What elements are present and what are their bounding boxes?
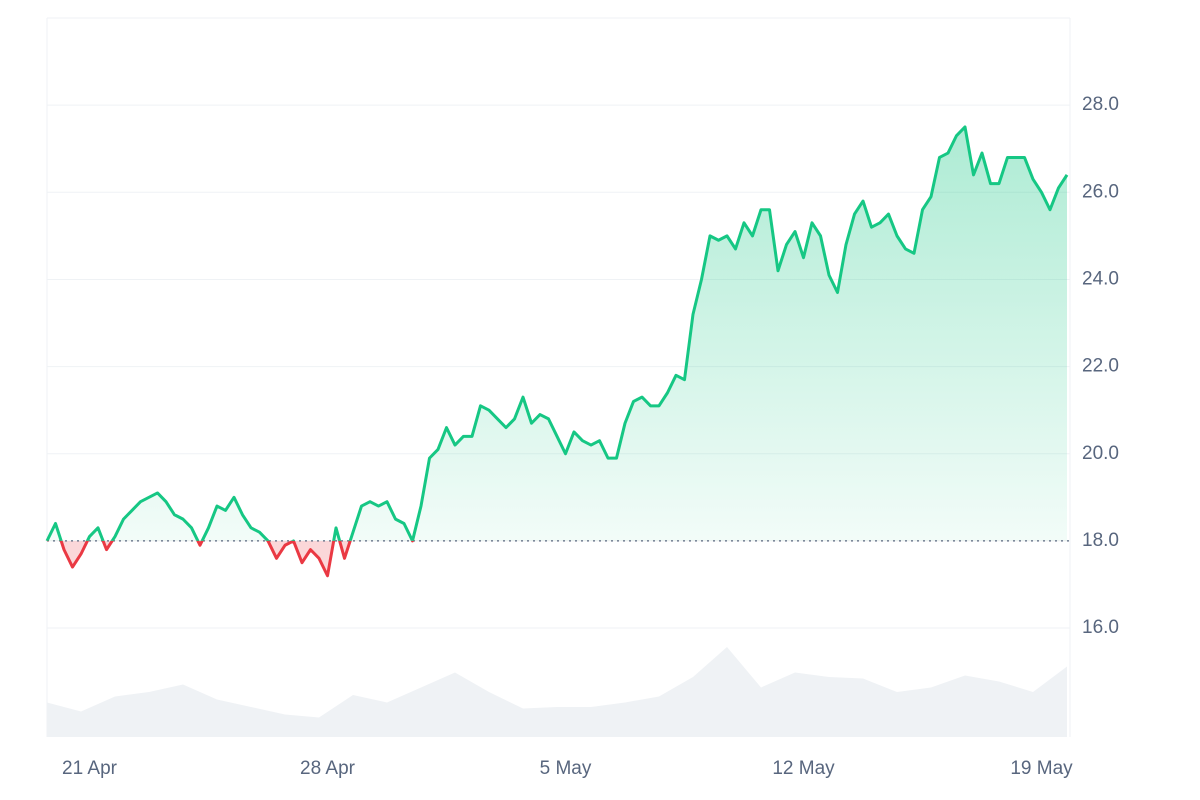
- y-tick-label: 20.0: [1082, 443, 1119, 464]
- y-tick-label: 26.0: [1082, 181, 1119, 202]
- price-line-up: [45, 125, 1069, 541]
- x-tick-label: 28 Apr: [300, 758, 356, 779]
- area-down: [61, 540, 351, 576]
- y-tick-label: 28.0: [1082, 94, 1119, 115]
- y-tick-label: 16.0: [1082, 617, 1119, 638]
- y-tick-label: 22.0: [1082, 356, 1119, 377]
- x-tick-label: 5 May: [540, 758, 592, 779]
- x-tick-label: 12 May: [772, 758, 835, 779]
- volume-area: [47, 647, 1067, 737]
- x-tick-label: 21 Apr: [62, 758, 118, 779]
- x-tick-label: 19 May: [1010, 758, 1073, 779]
- y-tick-label: 24.0: [1082, 268, 1119, 289]
- y-tick-label: 18.0: [1082, 530, 1119, 551]
- area-up: [47, 126, 1067, 541]
